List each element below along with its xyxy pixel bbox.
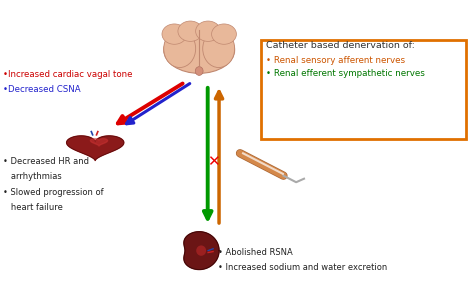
Text: ✕: ✕: [207, 154, 220, 169]
Text: • Renal sensory afferent nerves: • Renal sensory afferent nerves: [266, 56, 405, 65]
Ellipse shape: [195, 67, 203, 75]
Ellipse shape: [196, 21, 220, 41]
Text: • Decreased HR and: • Decreased HR and: [3, 157, 89, 166]
Polygon shape: [184, 232, 219, 270]
Text: • Renal efferent sympathetic nerves: • Renal efferent sympathetic nerves: [266, 69, 425, 78]
Text: • Slowed progression of: • Slowed progression of: [3, 188, 104, 197]
Polygon shape: [91, 139, 108, 146]
Text: •Increased cardiac vagal tone: •Increased cardiac vagal tone: [3, 70, 133, 79]
Ellipse shape: [178, 21, 203, 41]
Text: Catheter based denervation of:: Catheter based denervation of:: [266, 41, 415, 50]
Text: • Abolished RSNA: • Abolished RSNA: [218, 248, 293, 257]
FancyBboxPatch shape: [261, 40, 466, 139]
Ellipse shape: [211, 24, 237, 44]
Ellipse shape: [162, 24, 187, 44]
Text: arrhythmias: arrhythmias: [3, 172, 62, 181]
Polygon shape: [67, 136, 124, 160]
Text: •Decreased CSNA: •Decreased CSNA: [3, 85, 81, 94]
Ellipse shape: [164, 30, 196, 67]
Text: • Increased sodium and water excretion: • Increased sodium and water excretion: [218, 263, 387, 272]
Text: heart failure: heart failure: [3, 203, 63, 211]
Ellipse shape: [196, 245, 206, 256]
Ellipse shape: [164, 27, 235, 73]
Ellipse shape: [203, 30, 235, 67]
